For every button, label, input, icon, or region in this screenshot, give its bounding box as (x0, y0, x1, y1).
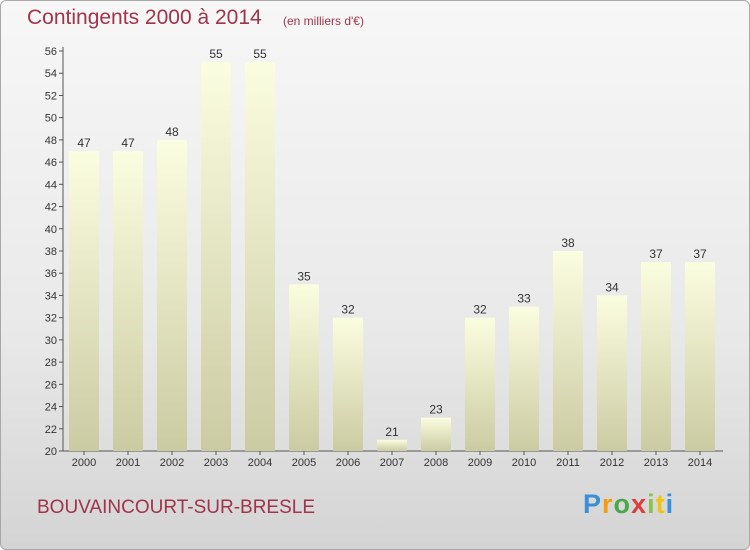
bar (641, 262, 671, 451)
bar (113, 151, 143, 451)
x-tick-label: 2003 (204, 457, 228, 469)
y-tick-label: 22 (45, 424, 57, 436)
y-tick-label: 52 (45, 90, 57, 102)
chart-subtitle: (en milliers d'€) (283, 14, 364, 28)
x-tick-label: 2000 (72, 457, 96, 469)
y-tick-label: 54 (45, 68, 57, 80)
bar-value-label: 47 (121, 136, 135, 150)
y-tick-label: 42 (45, 202, 57, 214)
x-tick-label: 2001 (116, 457, 140, 469)
bar (421, 417, 451, 451)
y-tick-label: 50 (45, 113, 57, 125)
bar-value-label: 55 (253, 47, 267, 61)
x-tick-label: 2006 (336, 457, 360, 469)
x-tick-label: 2011 (556, 457, 580, 469)
y-tick-label: 44 (45, 179, 57, 191)
bars: 47 47 48 55 55 35 32 21 23 32 33 38 34 37 37 (69, 47, 715, 451)
x-tick-label: 2012 (600, 457, 624, 469)
bar-value-label: 38 (561, 236, 575, 250)
y-tick-label: 28 (45, 357, 57, 369)
y-tick-label: 24 (45, 402, 57, 414)
y-tick-label: 38 (45, 246, 57, 258)
x-tick-label: 2014 (688, 457, 712, 469)
bar (597, 295, 627, 451)
bar-value-label: 37 (693, 247, 707, 261)
y-tick-label: 46 (45, 157, 57, 169)
bar-value-label: 34 (605, 280, 619, 294)
x-tick-label: 2002 (160, 457, 184, 469)
bar-value-label: 33 (517, 292, 531, 306)
bar (333, 317, 363, 451)
bar (377, 439, 407, 451)
y-tick-label: 56 (45, 46, 57, 58)
y-tick-label: 26 (45, 379, 57, 391)
y-tick-label: 48 (45, 135, 57, 147)
logo-letter: x (631, 489, 648, 519)
x-tick-label: 2013 (644, 457, 668, 469)
bar-value-label: 23 (429, 403, 443, 417)
y-tick-label: 32 (45, 313, 57, 325)
bar-value-label: 32 (341, 303, 355, 317)
x-tick-label: 2008 (424, 457, 448, 469)
y-tick-label: 40 (45, 224, 57, 236)
logo-letter: t (655, 489, 666, 519)
place-name: BOUVAINCOURT-SUR-BRESLE (37, 497, 316, 518)
proxiti-logo[interactable]: Proxiti (583, 489, 674, 520)
bar-value-label: 48 (165, 125, 179, 139)
bar (509, 306, 539, 451)
bar (245, 62, 275, 451)
logo-letter: o (613, 489, 632, 519)
x-tick-label: 2009 (468, 457, 492, 469)
bar (69, 151, 99, 451)
bar-value-label: 55 (209, 47, 223, 61)
x-tick-label: 2010 (512, 457, 536, 469)
bar-value-label: 32 (473, 303, 487, 317)
bar (289, 284, 319, 451)
bar (685, 262, 715, 451)
logo-letter: r (602, 489, 614, 519)
bar-value-label: 37 (649, 247, 663, 261)
logo-letter: P (583, 489, 603, 519)
chart-title: Contingents 2000 à 2014 (27, 6, 262, 29)
y-tick-label: 30 (45, 335, 57, 347)
logo-letter: i (647, 489, 656, 519)
x-tick-label: 2005 (292, 457, 316, 469)
bar-value-label: 47 (77, 136, 91, 150)
y-tick-label: 20 (45, 446, 57, 458)
bar (553, 251, 583, 451)
x-tick-label: 2004 (248, 457, 272, 469)
y-tick-label: 34 (45, 290, 57, 302)
logo-letter: i (665, 489, 675, 519)
bar (157, 139, 187, 451)
bar (201, 62, 231, 451)
bar (465, 317, 495, 451)
bar-value-label: 21 (385, 425, 399, 439)
bar-value-label: 35 (297, 269, 311, 283)
y-tick-label: 36 (45, 268, 57, 280)
x-tick-label: 2007 (380, 457, 404, 469)
